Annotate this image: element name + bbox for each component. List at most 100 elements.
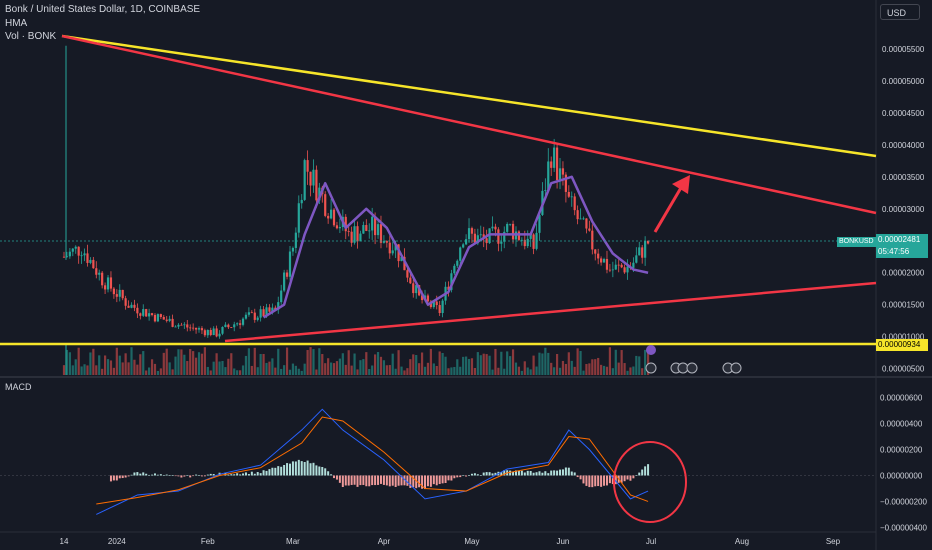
candle-body xyxy=(133,304,136,308)
macd-histogram-bar xyxy=(145,473,148,476)
volume-bar xyxy=(83,364,86,375)
volume-bar xyxy=(553,367,556,375)
macd-pane-label[interactable]: MACD xyxy=(5,382,32,392)
candle-body xyxy=(406,270,409,278)
candle-body xyxy=(209,329,212,336)
candle-body xyxy=(520,239,523,241)
candle-body xyxy=(441,300,444,314)
macd-histogram-bar xyxy=(644,466,647,476)
macd-axis-tick: 0.00000000 xyxy=(880,471,923,480)
volume-bar xyxy=(283,365,286,375)
volume-bar xyxy=(397,350,400,375)
time-axis-tick: May xyxy=(464,537,479,546)
candle-body xyxy=(309,171,312,186)
macd-histogram-bar xyxy=(271,467,274,476)
macd-histogram-bar xyxy=(162,475,165,476)
macd-histogram-bar xyxy=(139,473,142,476)
hma-indicator-label[interactable]: HMA xyxy=(5,18,28,29)
candle-body xyxy=(83,253,86,256)
macd-histogram-bar xyxy=(520,470,523,476)
breakout-arrow-head xyxy=(672,175,690,194)
candle-body xyxy=(277,302,280,310)
candle-body xyxy=(71,248,74,252)
macd-histogram-bar xyxy=(435,475,438,486)
candle-body xyxy=(118,289,121,297)
volume-bar xyxy=(585,363,588,375)
macd-histogram-bar xyxy=(465,475,468,477)
volume-bar xyxy=(262,353,265,375)
macd-histogram-bar xyxy=(632,475,635,479)
macd-histogram-bar xyxy=(638,472,641,476)
volume-bar xyxy=(303,363,306,375)
macd-histogram-bar xyxy=(274,467,277,476)
volume-bar xyxy=(77,347,80,375)
macd-histogram-bar xyxy=(556,470,559,476)
candle-body xyxy=(206,329,209,336)
macd-histogram-bar xyxy=(626,475,629,480)
volume-indicator-label[interactable]: Vol · BONK xyxy=(5,31,57,42)
macd-histogram-bar xyxy=(356,475,359,487)
candle-body xyxy=(127,305,130,308)
macd-histogram-bar xyxy=(347,475,350,486)
volume-bar xyxy=(230,353,233,375)
time-axis-tick: Feb xyxy=(201,537,215,546)
volume-bar xyxy=(379,356,383,375)
currency-button[interactable]: USD xyxy=(880,4,920,20)
candle-body xyxy=(239,323,242,325)
candle-body xyxy=(420,295,424,301)
volume-bar xyxy=(148,367,151,375)
candle-body xyxy=(567,191,570,197)
volume-bar xyxy=(136,364,139,375)
volume-bar xyxy=(374,354,377,375)
candle-body xyxy=(156,314,160,322)
time-axis-tick: Sep xyxy=(826,537,841,546)
candle-body xyxy=(112,288,115,295)
macd-histogram-bar xyxy=(374,475,377,486)
volume-bar xyxy=(115,347,118,375)
candle-body xyxy=(197,328,201,330)
candle-body xyxy=(224,324,227,328)
macd-histogram-bar xyxy=(286,463,289,476)
candle-body xyxy=(194,327,198,330)
macd-histogram-bar xyxy=(473,473,476,476)
volume-bar xyxy=(259,354,262,375)
volume-bar xyxy=(244,355,248,375)
macd-histogram-bar xyxy=(200,475,203,477)
volume-bar xyxy=(203,347,206,375)
candle-body xyxy=(280,290,283,303)
volume-bar xyxy=(547,352,550,375)
candle-body xyxy=(283,272,286,291)
candle-body xyxy=(338,227,341,229)
volume-bar xyxy=(438,351,441,375)
candle-body xyxy=(297,203,300,233)
macd-histogram-bar xyxy=(635,475,638,476)
volume-bar xyxy=(497,367,500,375)
macd-histogram-bar xyxy=(421,475,424,489)
candle-body xyxy=(588,228,591,231)
upper-trendline xyxy=(61,34,877,158)
volume-bar xyxy=(350,365,353,375)
volume-bar xyxy=(426,362,430,375)
volume-bar xyxy=(124,353,127,375)
macd-histogram-bar xyxy=(112,475,115,481)
volume-bar xyxy=(86,365,89,375)
symbol-label: BONKUSD xyxy=(837,237,876,247)
macd-histogram-bar xyxy=(253,473,256,476)
macd-histogram-bar xyxy=(242,473,245,476)
candle-body xyxy=(335,225,339,229)
volume-bar xyxy=(447,368,450,375)
candle-body xyxy=(412,283,415,294)
volume-bar xyxy=(74,359,77,375)
macd-histogram-bar xyxy=(371,475,374,486)
macd-histogram-bar xyxy=(582,475,585,484)
candle-body xyxy=(150,313,154,315)
support-price-label: 0.00000934 xyxy=(876,339,928,351)
macd-histogram-bar xyxy=(482,472,485,476)
volume-bar xyxy=(500,351,503,375)
candle-body xyxy=(579,218,582,220)
volume-bar xyxy=(112,367,115,375)
candle-body xyxy=(509,223,512,225)
candle-body xyxy=(623,267,626,273)
volume-bar xyxy=(224,367,227,375)
